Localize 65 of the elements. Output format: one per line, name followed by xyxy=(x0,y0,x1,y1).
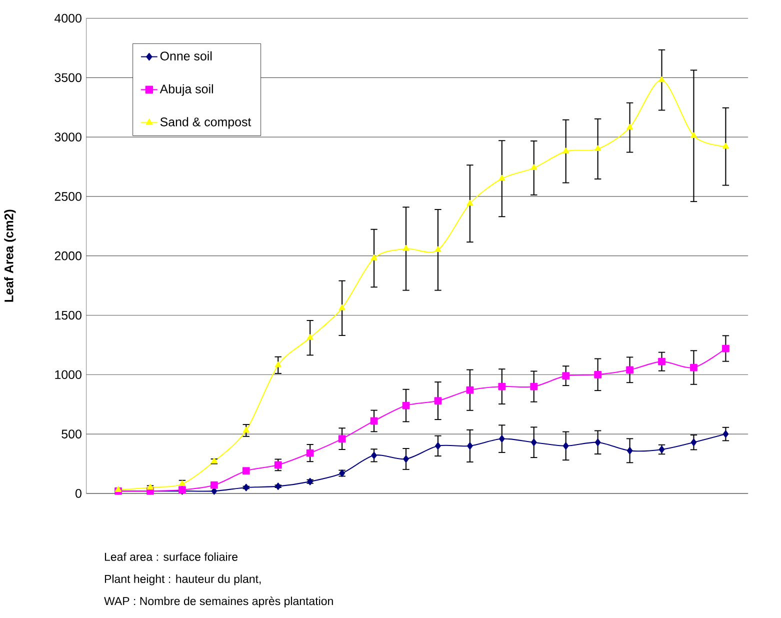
point xyxy=(211,488,218,495)
point xyxy=(690,364,698,372)
point xyxy=(690,132,697,138)
text: Leaf area : surface foliaire xyxy=(104,552,238,562)
point xyxy=(306,334,314,340)
point xyxy=(594,371,602,379)
y-tick-label: 2500 xyxy=(54,192,82,202)
point xyxy=(562,372,570,380)
y-tick-label: 0 xyxy=(76,489,82,498)
point xyxy=(722,345,730,352)
point xyxy=(466,200,474,206)
point xyxy=(275,482,282,490)
point xyxy=(722,143,729,149)
y-tick-label: 3500 xyxy=(54,73,82,82)
point xyxy=(338,435,346,443)
point xyxy=(370,418,378,425)
point xyxy=(690,438,697,446)
point xyxy=(562,442,569,450)
legend-label: Sand & compost xyxy=(160,117,252,130)
point xyxy=(498,383,506,390)
point xyxy=(178,480,186,486)
point xyxy=(403,456,409,463)
text: WAP : Nombre de semaines après plantation xyxy=(104,596,333,608)
point xyxy=(626,447,633,455)
point xyxy=(499,435,505,443)
point xyxy=(466,386,474,394)
point xyxy=(434,397,442,405)
point xyxy=(467,442,473,450)
point xyxy=(274,362,282,368)
legend-label: Abuja soil xyxy=(160,84,213,96)
point xyxy=(626,366,634,374)
text: Plant height : hauteur du plant, xyxy=(104,574,261,586)
y-tick-label: 500 xyxy=(62,430,82,439)
point xyxy=(594,145,602,152)
point xyxy=(402,402,410,410)
point xyxy=(210,482,218,490)
point xyxy=(370,254,378,261)
point xyxy=(274,461,282,469)
point xyxy=(498,175,506,181)
point xyxy=(242,427,250,433)
point xyxy=(435,442,441,450)
point xyxy=(594,438,601,446)
point xyxy=(626,124,634,130)
point xyxy=(658,76,666,82)
point xyxy=(242,467,250,475)
point xyxy=(114,486,122,492)
point xyxy=(243,484,250,492)
y-tick-label: 3000 xyxy=(54,132,82,142)
y-axis-title: Leaf Area (cm2) xyxy=(4,210,16,302)
y-tick-label: 1500 xyxy=(55,311,82,320)
point xyxy=(530,383,538,390)
point xyxy=(434,246,442,252)
point xyxy=(562,148,570,154)
point xyxy=(371,452,377,460)
y-tick-label: 1000 xyxy=(55,370,82,380)
legend-label: Onne soil xyxy=(160,52,212,61)
y-tick-label: 2000 xyxy=(54,252,82,260)
point xyxy=(306,450,314,457)
point xyxy=(530,438,537,446)
point xyxy=(658,358,666,366)
point xyxy=(402,245,410,252)
y-tick-label: 4000 xyxy=(54,14,82,23)
point xyxy=(338,304,346,310)
point xyxy=(530,164,538,170)
point xyxy=(722,430,729,438)
